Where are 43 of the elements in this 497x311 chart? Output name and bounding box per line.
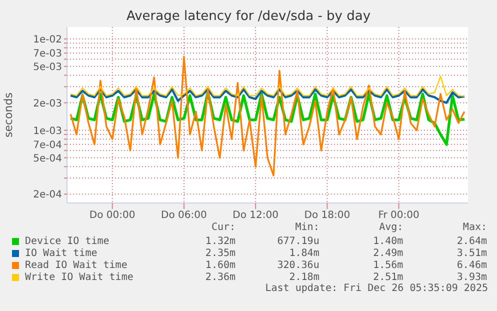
y-tick-label: 7e-03: [33, 48, 62, 60]
line-series: [70, 56, 466, 176]
x-tick-label: Do 00:00: [89, 210, 136, 222]
text: 1.56m: [372, 260, 404, 270]
y-tick-label: 1e-02: [33, 34, 62, 46]
y-tick-label: 2e-03: [33, 98, 62, 110]
text: 677.19u: [276, 236, 320, 246]
text: 6.46m: [456, 260, 488, 270]
y-tick-label: 5e-03: [33, 62, 62, 73]
legend-label: Device IO time: [25, 236, 110, 246]
text: Avg:: [378, 222, 404, 235]
legend-label: Read IO Wait time: [25, 260, 128, 270]
y-tick-label: 7e-04: [33, 140, 62, 151]
text: 1.60m: [204, 260, 236, 270]
y-tick-label: 5e-04: [33, 153, 62, 164]
x-tick-label: Do 12:00: [232, 210, 278, 222]
legend-label: IO Wait time: [25, 248, 98, 258]
text: 1.40m: [372, 236, 404, 246]
text: Cur:: [210, 222, 236, 235]
text: 3.93m: [456, 272, 488, 282]
text: 320.36u: [276, 260, 320, 270]
text: 1.32m: [204, 236, 236, 246]
text: 2.35m: [204, 248, 236, 258]
y-tick-label: 1e-03: [33, 126, 62, 137]
legend-label: Write IO Wait time: [25, 272, 134, 282]
line-series: [70, 76, 466, 97]
text: Last update: Fri Dec 26 05:35:09 2025: [264, 283, 488, 295]
text: 2.18m: [288, 272, 320, 282]
text: Min:: [294, 222, 320, 235]
text: 2.51m: [372, 272, 404, 282]
x-tick-label: Do 18:00: [304, 210, 350, 222]
line-series: [69, 88, 466, 104]
y-axis-title: seconds: [2, 92, 15, 138]
text: 2.36m: [204, 272, 236, 282]
x-tick-label: Fr 00:00: [378, 210, 420, 222]
text: 2.49m: [372, 248, 404, 258]
chart-title: Average latency for /dev/sda - by day: [125, 9, 372, 24]
text: 3.51m: [456, 248, 488, 258]
text: Max:: [462, 222, 488, 235]
text: 2.64m: [456, 236, 488, 246]
text: 1.84m: [288, 248, 320, 258]
x-tick-label: Do 06:00: [161, 210, 207, 222]
y-tick-label: 2e-04: [33, 190, 62, 201]
